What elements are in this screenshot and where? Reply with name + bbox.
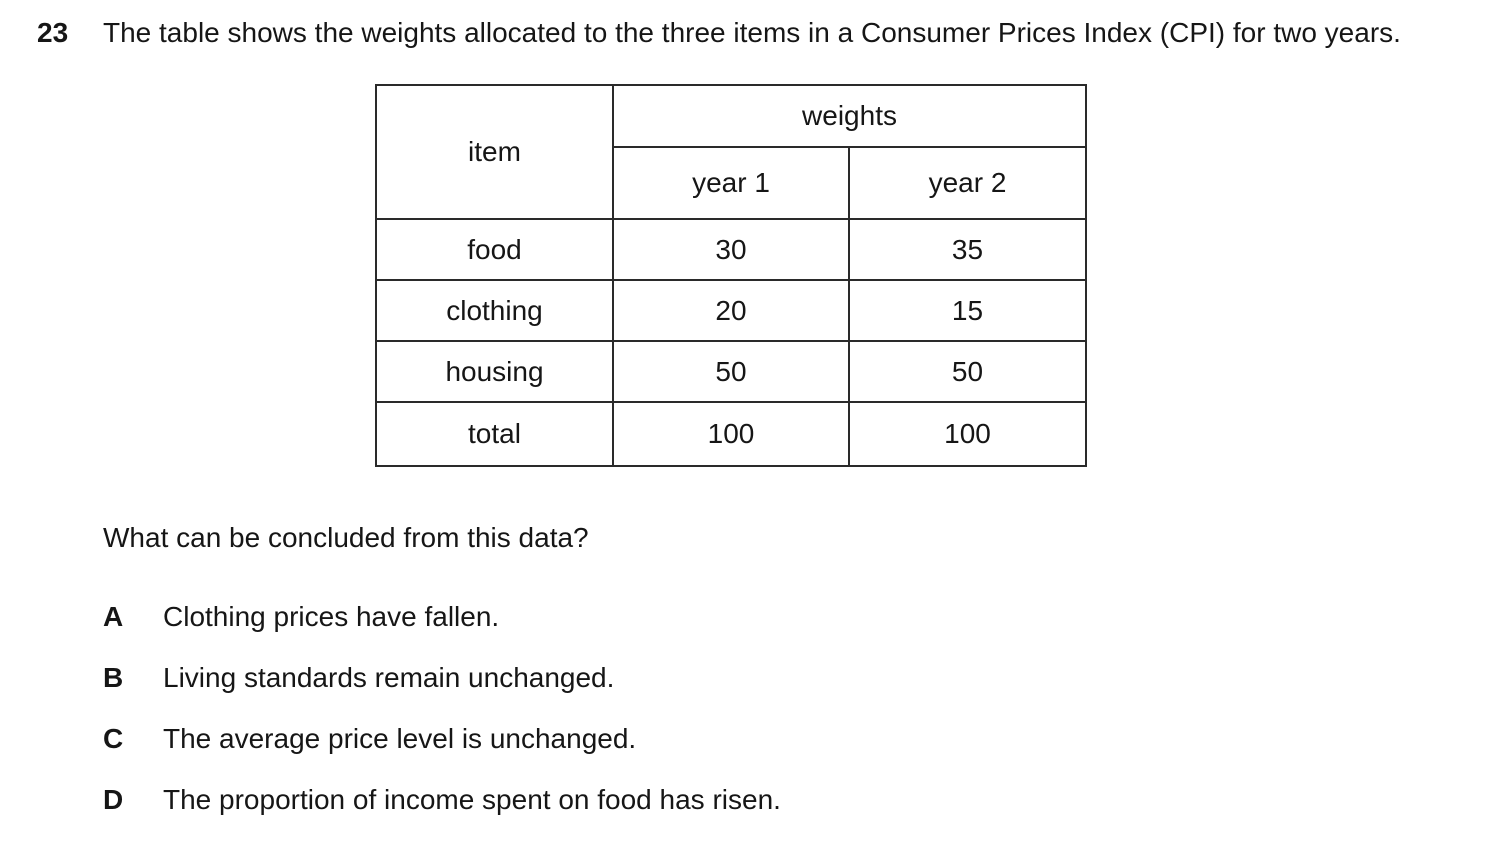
row-item-label: food [375, 218, 614, 281]
option-text: The average price level is unchanged. [163, 723, 637, 754]
cpi-weights-table: item weights year 1 year 2 food 30 35 cl… [375, 84, 1087, 467]
option-a: A Clothing prices have fallen. [103, 600, 1500, 634]
option-letter: B [103, 662, 124, 693]
option-text: Living standards remain unchanged. [163, 662, 615, 693]
total-year2-value: 100 [848, 401, 1087, 467]
table-row: food 30 35 [375, 218, 1087, 281]
item-column-header: item [375, 84, 614, 220]
row-year1-value: 20 [612, 279, 850, 342]
row-year1-value: 30 [612, 218, 850, 281]
row-year2-value: 15 [848, 279, 1087, 342]
option-letter: D [103, 784, 124, 815]
option-letter: A [103, 601, 124, 632]
table-total-row: total 100 100 [375, 401, 1087, 467]
option-b: B Living standards remain unchanged. [103, 661, 1500, 695]
row-year2-value: 50 [848, 340, 1087, 403]
option-d: D The proportion of income spent on food… [103, 783, 1500, 817]
row-item-label: clothing [375, 279, 614, 342]
weights-group-header: weights [612, 84, 1087, 148]
option-text: Clothing prices have fallen. [163, 601, 500, 632]
row-year2-value: 35 [848, 218, 1087, 281]
option-letter: C [103, 723, 124, 754]
total-label: total [375, 401, 614, 467]
year1-column-header: year 1 [612, 146, 850, 220]
exam-page: 23 The table shows the weights allocated… [37, 14, 1500, 817]
question-number: 23 [37, 17, 69, 48]
option-text: The proportion of income spent on food h… [163, 784, 781, 815]
options-list: A Clothing prices have fallen. B Living … [103, 600, 1500, 817]
table-row: housing 50 50 [375, 340, 1087, 403]
table-row: clothing 20 15 [375, 279, 1087, 342]
question-text: The table shows the weights allocated to… [103, 17, 1401, 48]
question-prompt: What can be concluded from this data? [103, 522, 589, 553]
question-header: 23 The table shows the weights allocated… [37, 14, 1500, 52]
total-year1-value: 100 [612, 401, 850, 467]
row-year1-value: 50 [612, 340, 850, 403]
row-item-label: housing [375, 340, 614, 403]
year2-column-header: year 2 [848, 146, 1087, 220]
option-c: C The average price level is unchanged. [103, 722, 1500, 756]
